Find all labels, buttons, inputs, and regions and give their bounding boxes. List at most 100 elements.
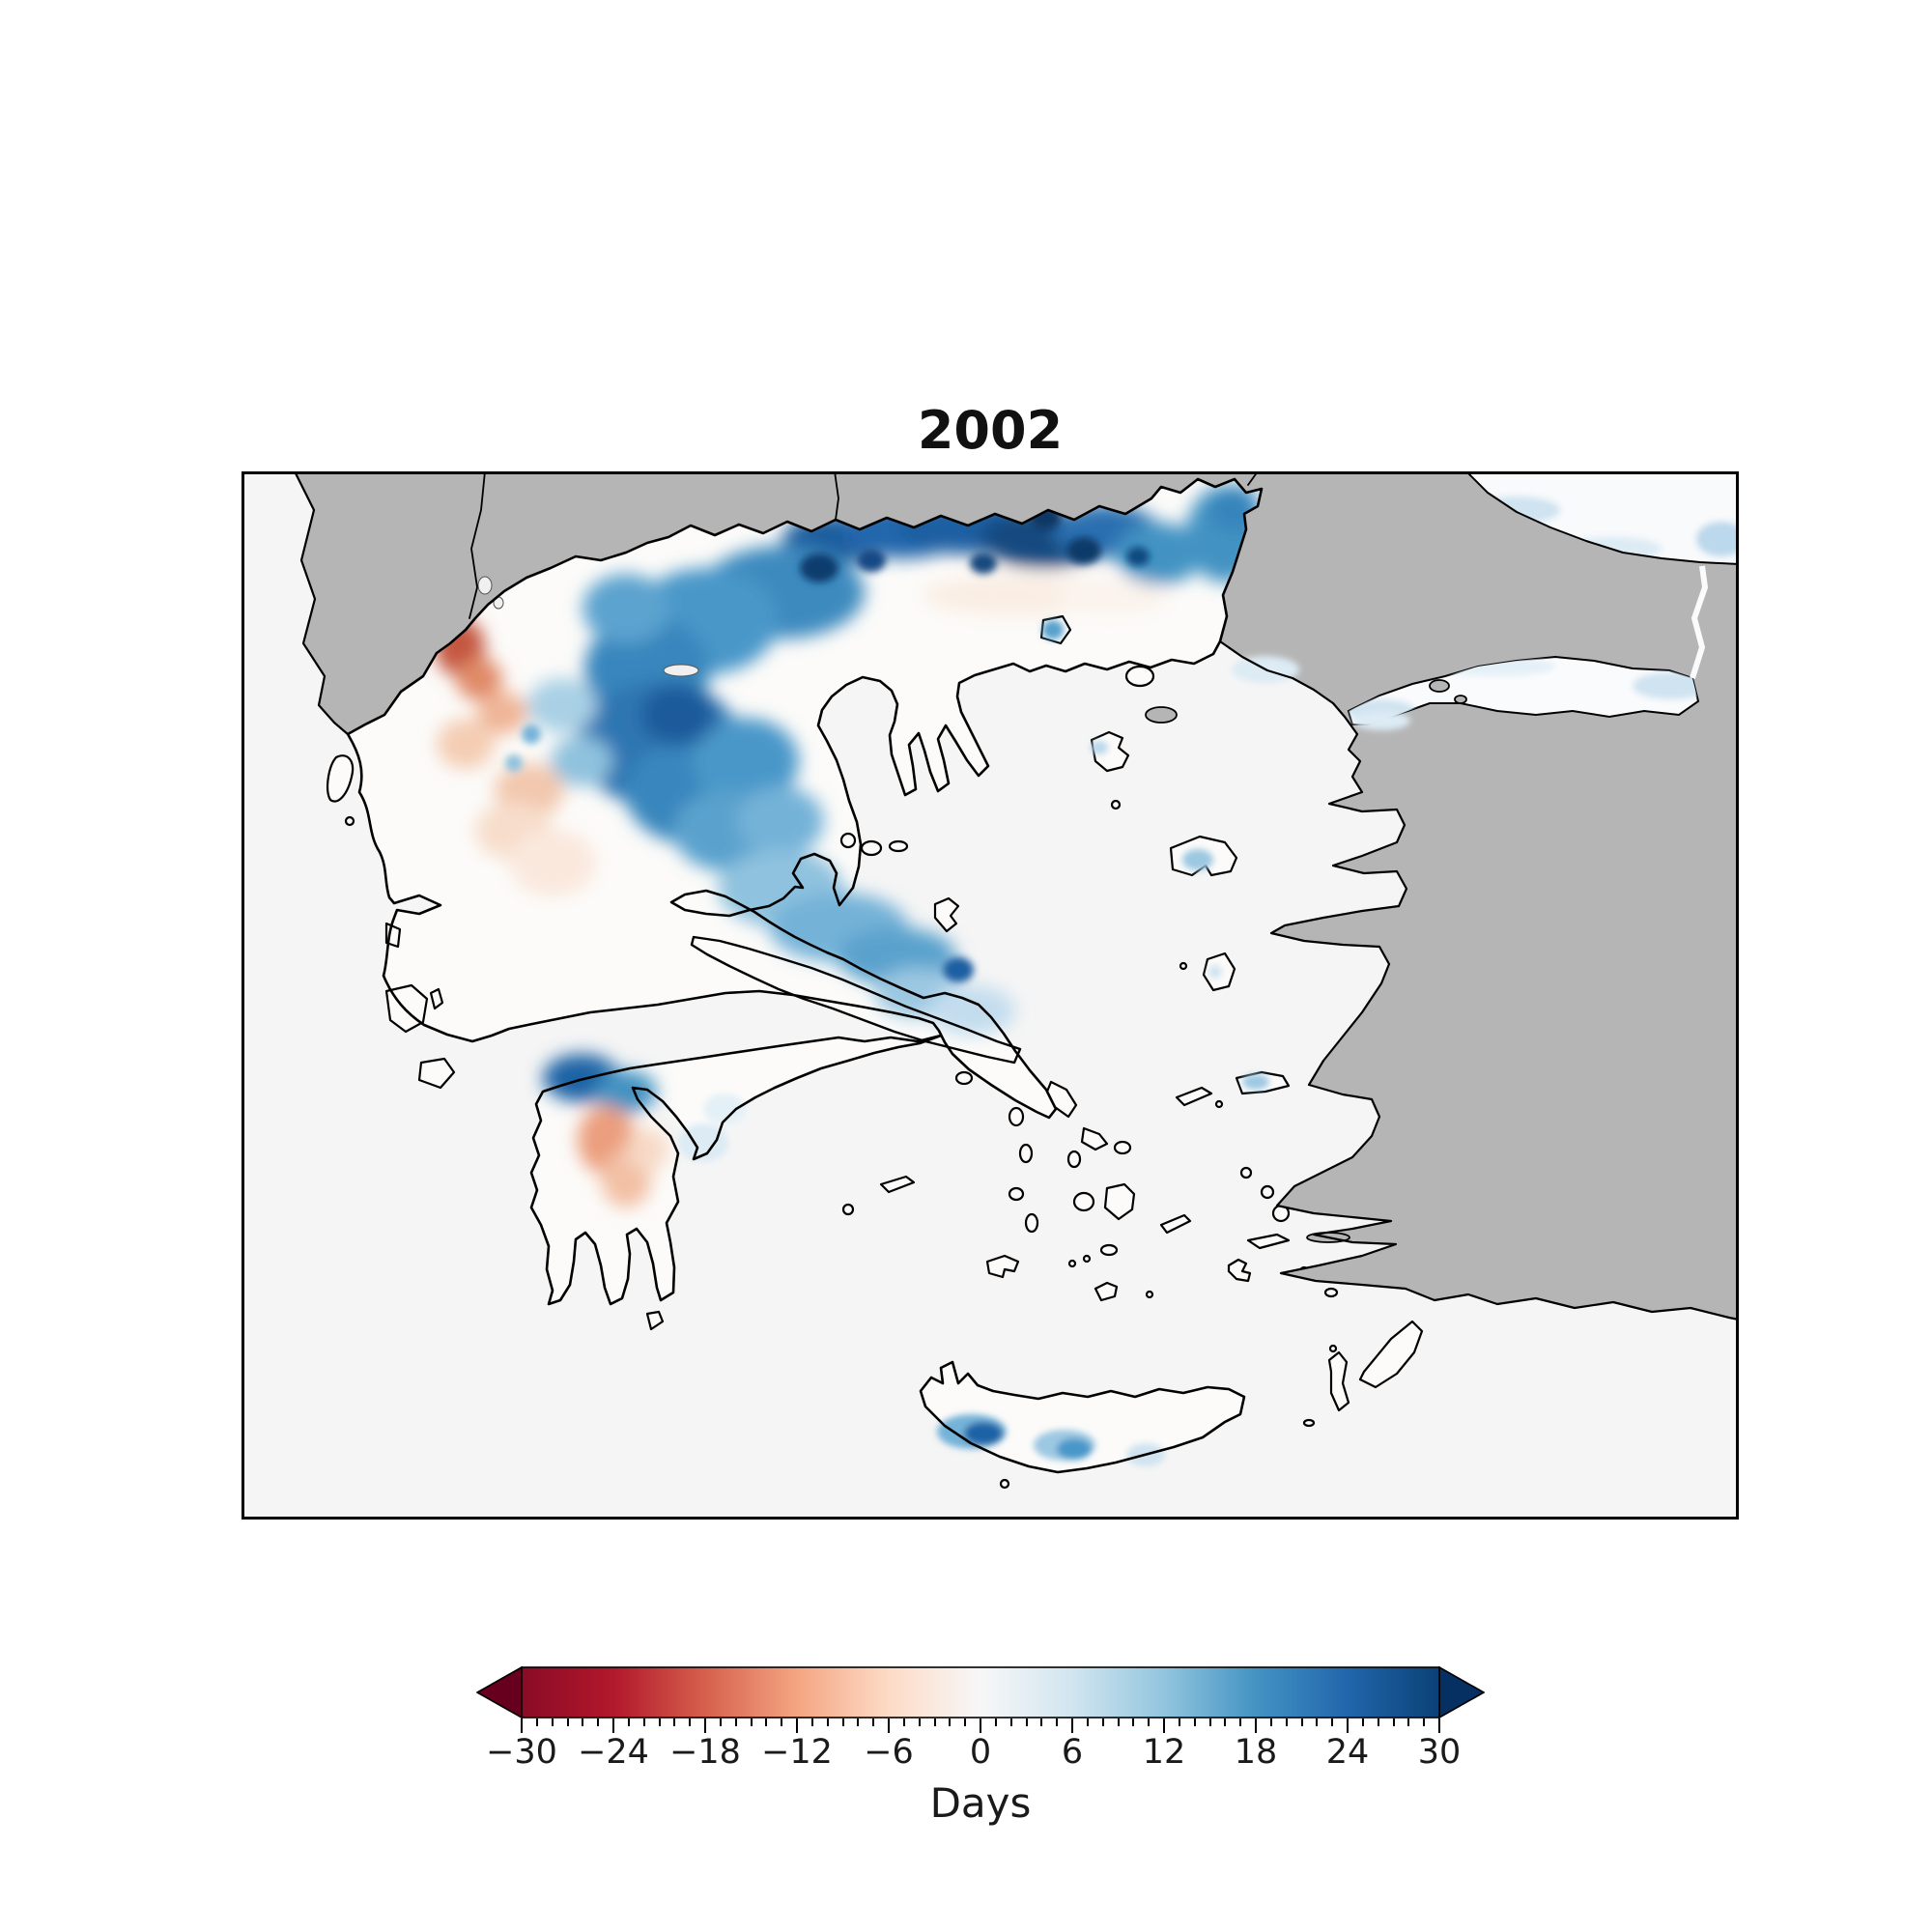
island-hydra: [879, 1175, 916, 1194]
colorbar-minor-tick: [872, 1719, 875, 1726]
colorbar-minor-tick: [1040, 1719, 1043, 1726]
tick-label: −6: [864, 1733, 914, 1772]
island-rhodes: [1358, 1320, 1424, 1389]
colorbar-minor-tick: [949, 1719, 952, 1726]
island-patmos: [1239, 1166, 1253, 1179]
colorbar-minor-tick: [1224, 1719, 1227, 1726]
island-syros: [1066, 1150, 1082, 1169]
map-panel: [242, 471, 1739, 1520]
colorbar-minor-tick: [1331, 1719, 1334, 1726]
black-sea: [1466, 471, 1739, 564]
island-leros: [1260, 1184, 1275, 1200]
colorbar-minor-tick: [826, 1719, 829, 1726]
colorbar-major-tick: [612, 1719, 614, 1733]
colorbar-minor-tick: [1361, 1719, 1364, 1726]
island-amorgos: [1159, 1213, 1192, 1235]
colorbar-minor-tick: [642, 1719, 645, 1726]
colorbar-major-tick: [1255, 1719, 1257, 1733]
colorbar-minor-tick: [1316, 1719, 1319, 1726]
island-gavdos: [999, 1478, 1010, 1490]
colorbar-major-tick: [980, 1719, 981, 1733]
island-kea: [1008, 1106, 1025, 1127]
island-ithaki: [429, 987, 444, 1010]
colorbar-minor-tick: [781, 1719, 783, 1726]
colorbar-minor-tick: [719, 1719, 722, 1726]
island-skopelos: [860, 839, 883, 857]
island-skyros: [933, 896, 960, 933]
colorbar-minor-tick: [689, 1719, 692, 1726]
colorbar-tick-labels: −30 −24 −18 −12 −6 0 6 12 18 24 30: [486, 1733, 1461, 1772]
colorbar-minor-tick: [551, 1719, 554, 1726]
colorbar-minor-tick: [1101, 1719, 1104, 1726]
anomaly-spots: [678, 620, 1410, 1466]
island-kasos: [1302, 1418, 1316, 1428]
island-ikaria: [1175, 1086, 1213, 1107]
island-astypalaia: [1227, 1258, 1252, 1283]
colorbar-minor-tick: [810, 1719, 813, 1726]
border-albania-nmacedonia: [469, 471, 486, 619]
colorbar-minor-tick: [1056, 1719, 1059, 1726]
colorbar-major-tick: [1071, 1719, 1073, 1733]
colorbar-minor-tick: [1117, 1719, 1120, 1726]
border-nmacedonia-bulgaria: [834, 471, 839, 521]
island-marmara: [1429, 679, 1450, 693]
colorbar-minor-tick: [1025, 1719, 1028, 1726]
colorbar-minor-tick: [994, 1719, 997, 1726]
colorbar-bar: [476, 1666, 1485, 1719]
island-ios: [1099, 1243, 1119, 1257]
colorbar-minor-tick: [1193, 1719, 1196, 1726]
colorbar-minor-tick: [673, 1719, 676, 1726]
colorbar-minor-tick: [1300, 1719, 1303, 1726]
island-serifos: [1008, 1186, 1025, 1202]
lake-volvi: [663, 664, 699, 677]
turkey-coast: [1218, 639, 1739, 1321]
map-frame: [242, 471, 1739, 1520]
colorbar-minor-tick: [1407, 1719, 1410, 1726]
colorbar-minor-tick: [964, 1719, 967, 1726]
colorbar-minor-tick: [1208, 1719, 1211, 1726]
colorbar-major-tick: [888, 1719, 890, 1733]
colorbar-major-tick: [1347, 1719, 1349, 1733]
colorbar-minor-tick: [1423, 1719, 1426, 1726]
colorbar-over-arrow: [1438, 1666, 1485, 1719]
gray-islands: [1145, 679, 1467, 1243]
island-santorini: [1094, 1281, 1119, 1302]
bosporus-strait: [1690, 565, 1709, 679]
lake-prespa: [477, 576, 493, 595]
island-spetses: [841, 1203, 855, 1216]
colorbar-major-tick: [1163, 1719, 1165, 1733]
colorbar-minor-tick: [582, 1719, 584, 1726]
tick-label: 30: [1417, 1733, 1462, 1772]
island-paxos: [344, 815, 355, 827]
island-corfu: [327, 754, 355, 803]
albania-coast: [293, 471, 350, 736]
island-milos: [985, 1254, 1020, 1279]
colorbar-minor-tick: [765, 1719, 768, 1726]
colorbar-minor-tick: [1392, 1719, 1395, 1726]
black-sea-coast: [1465, 471, 1739, 565]
island-kos: [1246, 1233, 1291, 1250]
tick-label: −12: [761, 1733, 833, 1772]
tick-label: 12: [1142, 1733, 1186, 1772]
island-aegina: [954, 1070, 974, 1086]
island-gokceada: [1145, 706, 1178, 724]
island-kythnos: [1018, 1143, 1034, 1164]
figure-title: 2002: [917, 400, 1064, 461]
colorbar-major-tick: [1438, 1719, 1440, 1733]
colorbar-ticks: [521, 1719, 1440, 1734]
colorbar-minor-tick: [734, 1719, 737, 1726]
island-alonissos: [888, 839, 909, 853]
island-skiathos: [839, 832, 857, 849]
island-zakynthos: [417, 1057, 456, 1090]
colorbar-minor-tick: [1239, 1719, 1242, 1726]
island-naxos: [1103, 1182, 1136, 1221]
marmara-fringe: [1349, 657, 1698, 723]
colorbar-minor-tick: [1178, 1719, 1180, 1726]
colorbar-minor-tick: [1132, 1719, 1135, 1726]
colorbar-minor-tick: [627, 1719, 630, 1726]
tick-label: 6: [1061, 1733, 1084, 1772]
colorbar-minor-tick: [535, 1719, 538, 1726]
colorbar-major-tick: [521, 1719, 523, 1733]
colorbar-minor-tick: [1377, 1719, 1379, 1726]
tick-label: −18: [669, 1733, 741, 1772]
